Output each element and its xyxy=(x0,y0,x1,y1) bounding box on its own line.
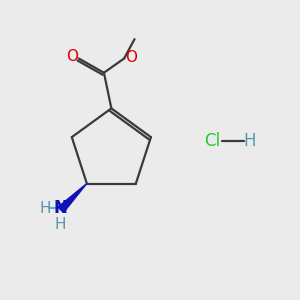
Text: H: H xyxy=(54,217,66,232)
Text: O: O xyxy=(125,50,137,65)
Text: Cl: Cl xyxy=(204,132,220,150)
Text: H: H xyxy=(243,132,256,150)
Text: H: H xyxy=(40,201,51,216)
Polygon shape xyxy=(58,184,87,213)
Text: O: O xyxy=(66,49,78,64)
Text: N: N xyxy=(53,199,67,217)
